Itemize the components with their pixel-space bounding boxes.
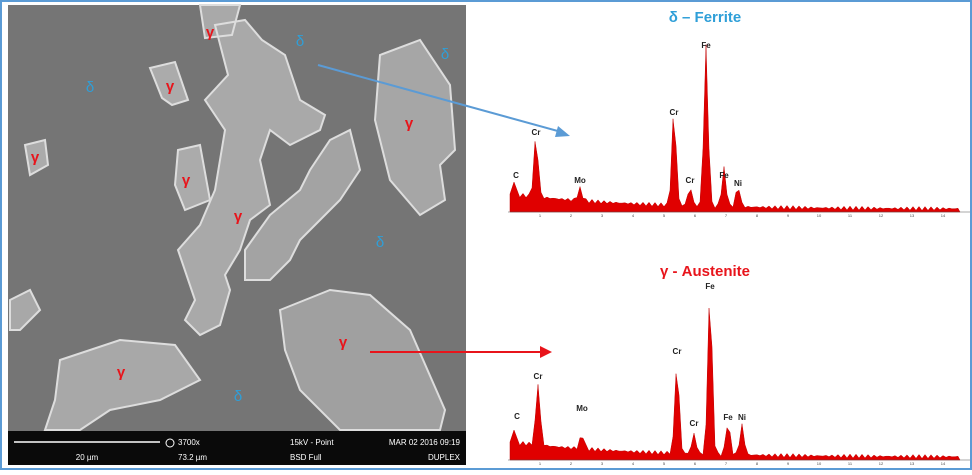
axis-tick-label: 14 [941, 213, 946, 218]
phase-label: γ [405, 115, 414, 132]
info-magnification: 3700x [178, 438, 200, 447]
axis-tick-label: 10 [817, 213, 822, 218]
axis-tick-label: 4 [632, 461, 635, 466]
arrow-head [555, 126, 570, 137]
axis-tick-label: 2 [570, 461, 573, 466]
spectrum-title: δ – Ferrite [669, 9, 741, 26]
axis-tick-label: 5 [663, 461, 666, 466]
peak-label: Cr [673, 347, 682, 356]
info-field: 73.2 µm [178, 453, 207, 462]
axis-tick-label: 7 [725, 461, 728, 466]
phase-label: γ [31, 149, 40, 166]
peak-label: Ni [738, 413, 746, 422]
peak-label: Cr [532, 128, 541, 137]
arrow-head [540, 346, 552, 358]
peak-label: Mo [574, 176, 586, 185]
phase-label: γ [182, 172, 191, 189]
phase-label: γ [206, 24, 215, 41]
spectrum-title: γ - Austenite [660, 263, 750, 280]
axis-tick-label: 13 [910, 213, 915, 218]
axis-tick-label: 8 [756, 461, 759, 466]
axis-tick-label: 12 [879, 461, 884, 466]
phase-label: γ [117, 364, 126, 381]
axis-tick-label: 1 [539, 461, 542, 466]
axis-tick-label: 10 [817, 461, 822, 466]
phase-label: δ [234, 388, 242, 405]
axis-tick-label: 6 [694, 213, 697, 218]
arrow [317, 64, 566, 134]
micrograph [8, 4, 466, 465]
peak-label: Fe [723, 413, 733, 422]
peak-label: Fe [701, 41, 711, 50]
axis-tick-label: 5 [663, 213, 666, 218]
info-scale: 20 µm [76, 453, 99, 462]
axis-tick-label: 6 [694, 461, 697, 466]
axis-tick-label: 4 [632, 213, 635, 218]
phase-label: γ [234, 208, 243, 225]
peak-label: Ni [734, 179, 742, 188]
axis-tick-label: 2 [570, 213, 573, 218]
info-sample: DUPLEX [428, 453, 461, 462]
axis-tick-label: 1 [539, 213, 542, 218]
peak-label: Cr [686, 176, 695, 185]
phase-label: δ [441, 46, 449, 63]
peak-label: C [514, 412, 520, 421]
info-date: MAR 02 2016 09:19 [389, 438, 461, 447]
axis-tick-label: 9 [787, 213, 790, 218]
phase-label: δ [376, 234, 384, 251]
axis-tick-label: 14 [941, 461, 946, 466]
axis-tick-label: 8 [756, 213, 759, 218]
info-detector: BSD Full [290, 453, 322, 462]
peak-label: Cr [690, 419, 699, 428]
peak-label: Mo [576, 404, 588, 413]
peak-label: Cr [670, 108, 679, 117]
phase-label: δ [296, 33, 304, 50]
axis-tick-label: 3 [601, 213, 604, 218]
info-voltage: 15kV - Point [290, 438, 334, 447]
phase-label: γ [166, 78, 175, 95]
axis-tick-label: 12 [879, 213, 884, 218]
peak-label: C [513, 171, 519, 180]
axis-tick-label: 7 [725, 213, 728, 218]
phase-label: γ [339, 334, 348, 351]
axis-tick-label: 9 [787, 461, 790, 466]
axis-tick-label: 3 [601, 461, 604, 466]
peak-label: Fe [719, 171, 729, 180]
spectrum [509, 308, 961, 461]
peak-label: Fe [705, 282, 715, 291]
peak-label: Cr [534, 372, 543, 381]
axis-tick-label: 11 [848, 461, 853, 466]
spectrum [509, 44, 961, 213]
axis-tick-label: 11 [848, 213, 853, 218]
phase-label: δ [86, 79, 94, 96]
axis-tick-label: 13 [910, 461, 915, 466]
